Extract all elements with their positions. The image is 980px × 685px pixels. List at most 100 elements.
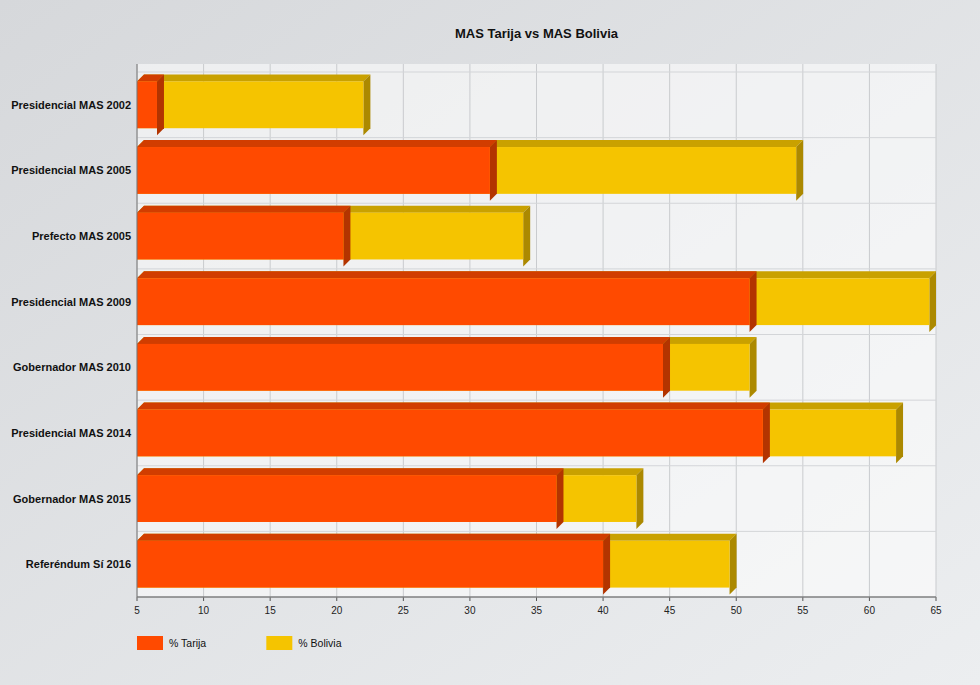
bar-side bbox=[663, 337, 670, 398]
bar bbox=[137, 74, 370, 135]
band-line bbox=[137, 334, 936, 335]
bar-side bbox=[363, 74, 370, 135]
bar bbox=[137, 206, 350, 267]
band-line bbox=[137, 203, 936, 204]
bar-top bbox=[137, 271, 936, 278]
bar-top bbox=[137, 403, 770, 410]
bar bbox=[137, 468, 563, 529]
bar-face bbox=[137, 278, 750, 325]
tick-mark bbox=[802, 597, 803, 601]
band-line bbox=[137, 465, 936, 466]
bar-top bbox=[137, 534, 737, 541]
tick-label: 25 bbox=[398, 605, 410, 616]
tick-label: 55 bbox=[797, 605, 809, 616]
grid-line bbox=[137, 64, 138, 597]
tick-label: 5 bbox=[134, 605, 140, 616]
legend-label: % Tarija bbox=[169, 637, 206, 649]
bar-side bbox=[750, 271, 757, 332]
tick-mark bbox=[736, 597, 737, 601]
bar-face bbox=[137, 81, 157, 128]
bar-face bbox=[137, 344, 663, 391]
bar bbox=[137, 271, 757, 332]
bar-side bbox=[523, 206, 530, 267]
tick-mark bbox=[137, 597, 138, 601]
tick-mark bbox=[936, 597, 937, 601]
bar-side bbox=[750, 337, 757, 398]
bar bbox=[137, 403, 770, 464]
bar bbox=[137, 271, 936, 332]
tick-label: 40 bbox=[598, 605, 610, 616]
y-axis bbox=[137, 64, 138, 597]
bar-top bbox=[137, 337, 670, 344]
category-label: Presidencial MAS 2009 bbox=[11, 296, 131, 308]
bar-side bbox=[603, 534, 610, 595]
category-label: Gobernador MAS 2015 bbox=[13, 493, 131, 505]
bar-top bbox=[137, 140, 497, 147]
legend-label: % Bolivia bbox=[298, 637, 341, 649]
tick-label: 10 bbox=[198, 605, 210, 616]
bar bbox=[137, 140, 497, 201]
tick-label: 65 bbox=[930, 605, 942, 616]
bar-face bbox=[137, 278, 929, 325]
bars bbox=[137, 74, 936, 594]
bar-side bbox=[796, 140, 803, 201]
grid-line bbox=[936, 64, 937, 597]
x-axis bbox=[137, 597, 936, 598]
bar-face bbox=[137, 213, 343, 260]
bar-side bbox=[929, 271, 936, 332]
bar-face bbox=[137, 541, 603, 588]
bar-face bbox=[137, 410, 763, 457]
bar-face bbox=[137, 541, 730, 588]
bar-face bbox=[137, 81, 363, 128]
bar-side bbox=[157, 74, 164, 135]
bar-face bbox=[137, 213, 523, 260]
category-labels: Presidencial MAS 2002 Presidencial MAS 20… bbox=[11, 99, 132, 570]
tick-mark bbox=[669, 597, 670, 601]
bar bbox=[137, 140, 803, 201]
tick-mark bbox=[603, 597, 604, 601]
bar-top bbox=[137, 206, 350, 213]
chart: Presidencial MAS 2002 Presidencial MAS 20… bbox=[0, 0, 980, 685]
tick-mark bbox=[469, 597, 470, 601]
bar bbox=[137, 403, 903, 464]
bar bbox=[137, 468, 643, 529]
bar-face bbox=[137, 344, 750, 391]
tick-label: 30 bbox=[464, 605, 476, 616]
bar bbox=[137, 337, 757, 398]
category-label: Gobernador MAS 2010 bbox=[13, 361, 131, 373]
tick-mark bbox=[536, 597, 537, 601]
legend-swatch bbox=[266, 636, 292, 650]
bar-top bbox=[137, 140, 803, 147]
bar-top bbox=[137, 403, 903, 410]
bar-face bbox=[137, 147, 796, 194]
bar-side bbox=[763, 403, 770, 464]
bar-face bbox=[137, 475, 556, 522]
bar-side bbox=[490, 140, 497, 201]
band-line bbox=[137, 400, 936, 401]
bar bbox=[137, 337, 670, 398]
title: MAS Tarija vs MAS Bolivia bbox=[455, 26, 619, 41]
band-line bbox=[137, 597, 936, 598]
bar-top bbox=[137, 74, 370, 81]
grid-line bbox=[869, 64, 870, 597]
tick-mark bbox=[270, 597, 271, 601]
category-label: Presidencial MAS 2002 bbox=[11, 99, 131, 111]
category-label: Prefecto MAS 2005 bbox=[32, 230, 131, 242]
legend: % Tarija % Bolivia bbox=[137, 636, 342, 650]
grid: 5101520253035404550556065 bbox=[134, 64, 942, 616]
bar bbox=[137, 534, 610, 595]
band-line bbox=[137, 72, 936, 73]
band-line bbox=[137, 137, 936, 138]
category-label: Referéndum Sí 2016 bbox=[26, 558, 131, 570]
bar-side bbox=[730, 534, 737, 595]
tick-label: 15 bbox=[265, 605, 277, 616]
tick-mark bbox=[336, 597, 337, 601]
bar-side bbox=[343, 206, 350, 267]
tick-label: 50 bbox=[731, 605, 743, 616]
bar-top bbox=[137, 271, 757, 278]
bar-face bbox=[137, 410, 896, 457]
category-label: Presidencial MAS 2014 bbox=[11, 427, 132, 439]
tick-mark bbox=[869, 597, 870, 601]
category-label: Presidencial MAS 2005 bbox=[11, 164, 131, 176]
bar-top bbox=[137, 206, 530, 213]
